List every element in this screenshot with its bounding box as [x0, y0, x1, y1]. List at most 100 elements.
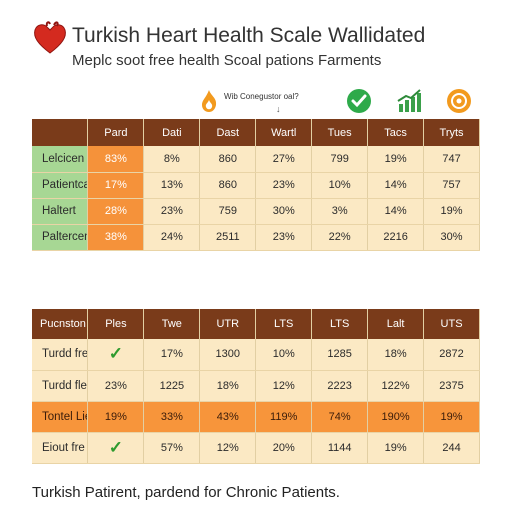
column-header: Tues	[311, 119, 369, 146]
toolbar-caption: Wib Conegustor oal?	[224, 92, 299, 101]
checkmark-icon: ✓	[108, 344, 124, 364]
table-cell: 799	[311, 146, 369, 173]
table-row: Haltert 28% 23% 759 30% 3% 14% 19%	[32, 198, 480, 225]
table-cell: 24%	[143, 224, 201, 251]
row-label: Haltert	[32, 198, 89, 225]
table-row: Turdd fle Japit 23% 1225 18% 12% 2223 12…	[32, 370, 480, 402]
column-header: Ples	[87, 309, 145, 339]
table-cell: 8%	[143, 146, 201, 173]
target-icon[interactable]	[446, 88, 472, 114]
table-cell: 22%	[311, 224, 369, 251]
table-row: Patientcation 17% 13% 860 23% 10% 14% 75…	[32, 172, 480, 199]
table-cell: 12%	[199, 432, 257, 464]
footer-caption: Turkish Patirent, pardend for Chronic Pa…	[32, 484, 340, 501]
table-cell: ✓	[87, 339, 145, 371]
column-header: Lalt	[367, 309, 425, 339]
table-cell: 244	[423, 432, 480, 464]
table-row: Lelcicen 83% 8% 860 27% 799 19% 747	[32, 146, 480, 173]
table-row-highlighted: Tontel Lierolt 19% 33% 43% 119% 74% 190%…	[32, 401, 480, 433]
row-label: Eiout fre legia	[32, 432, 89, 464]
column-header: Twe	[143, 309, 201, 339]
heart-icon	[34, 21, 66, 54]
table-cell: 30%	[423, 224, 480, 251]
row-label: Lelcicen	[32, 146, 89, 173]
table-cell: 1285	[311, 339, 369, 371]
table-cell: 1225	[143, 370, 201, 402]
table-cell: 20%	[255, 432, 313, 464]
table-cell: 119%	[255, 401, 313, 433]
table-header-row: Pucnston Ples Twe UTR LTS LTS Lalt UTS	[32, 309, 480, 339]
row-label: Turdd fre halt	[32, 339, 89, 371]
table-cell: 19%	[87, 401, 145, 433]
table-cell: 10%	[311, 172, 369, 199]
results-table-1: Pard Dati Dast Wartl Tues Tacs Tryts Lel…	[32, 119, 480, 251]
table-cell: 2872	[423, 339, 480, 371]
column-header: Pucnston	[32, 309, 89, 339]
row-label: Tontel Lierolt	[32, 401, 89, 433]
table-cell: 23%	[255, 172, 313, 199]
table-cell: 17%	[143, 339, 201, 371]
table-cell: 2216	[367, 224, 425, 251]
table-cell: 83%	[87, 146, 145, 173]
table-cell: 57%	[143, 432, 201, 464]
column-header: Pard	[87, 119, 145, 146]
flame-icon[interactable]	[196, 88, 222, 114]
column-header: Dast	[199, 119, 257, 146]
table-cell: 13%	[143, 172, 201, 199]
column-header: Wartl	[255, 119, 313, 146]
table-cell: 2223	[311, 370, 369, 402]
table-cell: 2511	[199, 224, 257, 251]
table-cell: 12%	[255, 370, 313, 402]
table-cell: 18%	[367, 339, 425, 371]
table-cell: 1144	[311, 432, 369, 464]
table-cell: 1300	[199, 339, 257, 371]
row-label: Turdd fle Japit	[32, 370, 89, 402]
table-cell: 14%	[367, 198, 425, 225]
checkmark-icon: ✓	[108, 437, 124, 457]
table-cell: 23%	[87, 370, 145, 402]
column-header: UTR	[199, 309, 257, 339]
results-table-2: Pucnston Ples Twe UTR LTS LTS Lalt UTS T…	[32, 309, 480, 464]
row-label: Paltercen	[32, 224, 89, 251]
table-cell: 19%	[367, 432, 425, 464]
row-label: Patientcation	[32, 172, 89, 199]
page-title: Turkish Heart Health Scale Wallidated	[72, 24, 426, 47]
check-circle-icon[interactable]	[346, 88, 372, 114]
table-cell: 27%	[255, 146, 313, 173]
table-cell: 19%	[423, 198, 480, 225]
table-cell: 23%	[255, 224, 313, 251]
header: Turkish Heart Health Scale Wallidated Me…	[32, 20, 492, 70]
table-cell: 757	[423, 172, 480, 199]
arrow-down-icon: ↓	[276, 104, 281, 114]
table-cell: 14%	[367, 172, 425, 199]
column-header: Dati	[143, 119, 201, 146]
table-cell: 860	[199, 146, 257, 173]
column-header: UTS	[423, 309, 480, 339]
column-header: Tacs	[367, 119, 425, 146]
table-cell: 19%	[367, 146, 425, 173]
growth-chart-icon[interactable]	[396, 88, 422, 114]
table-cell: 28%	[87, 198, 145, 225]
icon-toolbar: Wib Conegustor oal? ↓	[196, 88, 486, 124]
table-row: Paltercen 38% 24% 2511 23% 22% 2216 30%	[32, 224, 480, 251]
table-cell: 30%	[255, 198, 313, 225]
table-cell: 18%	[199, 370, 257, 402]
table-cell: 43%	[199, 401, 257, 433]
table-cell: 122%	[367, 370, 425, 402]
table-cell: 3%	[311, 198, 369, 225]
table-cell: 747	[423, 146, 480, 173]
table-row: Turdd fre halt ✓ 17% 1300 10% 1285 18% 2…	[32, 339, 480, 371]
table-header-row: Pard Dati Dast Wartl Tues Tacs Tryts	[32, 119, 480, 146]
table-cell: 19%	[423, 401, 480, 433]
column-header: Tryts	[423, 119, 480, 146]
table-cell: 10%	[255, 339, 313, 371]
table-cell: 190%	[367, 401, 425, 433]
column-header: LTS	[255, 309, 313, 339]
table-cell: 23%	[143, 198, 201, 225]
table-cell: 33%	[143, 401, 201, 433]
table-row: Eiout fre legia ✓ 57% 12% 20% 1144 19% 2…	[32, 432, 480, 464]
table-cell: 38%	[87, 224, 145, 251]
column-header: LTS	[311, 309, 369, 339]
table-cell: 74%	[311, 401, 369, 433]
column-header	[32, 119, 89, 146]
